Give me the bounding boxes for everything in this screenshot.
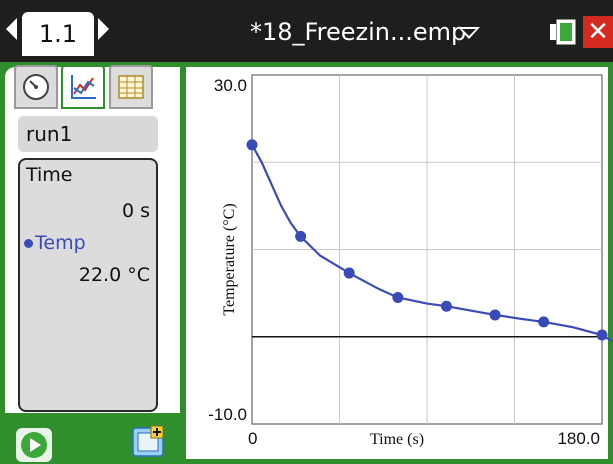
table-icon [118, 75, 144, 99]
data-point [246, 139, 258, 151]
data-point [489, 309, 501, 321]
previous-page-arrow-icon[interactable] [6, 18, 17, 40]
y-tick-label: -10.0 [208, 405, 247, 424]
x-tick-label: 180.0 [557, 429, 600, 448]
gauge-icon [23, 74, 49, 100]
temperature-graph[interactable]: 30.0 -10.00 180.0 Time (s) Temperature (°C) [186, 62, 613, 464]
readout-panel: Time 0 s Temp 22.0 °C [18, 158, 158, 412]
close-button[interactable]: ✕ [583, 16, 613, 48]
battery-icon [550, 19, 576, 45]
tab-table[interactable] [109, 65, 153, 109]
title-dropdown-icon[interactable] [458, 27, 480, 39]
start-collection-button[interactable] [16, 428, 52, 462]
collect-icon[interactable] [130, 424, 166, 460]
tab-graph[interactable] [61, 65, 105, 109]
data-point [343, 267, 355, 279]
play-icon [21, 432, 47, 458]
data-point [440, 300, 452, 312]
data-point [538, 316, 550, 328]
y-axis-label: Temperature (°C) [221, 203, 238, 315]
data-point [392, 291, 404, 303]
temp-label-row[interactable]: Temp [24, 232, 86, 254]
document-title[interactable]: *18_Freezin...emp [250, 18, 467, 46]
top-bar: 1.1 *18_Freezin...emp ✕ [0, 0, 613, 62]
temp-label: Temp [35, 232, 86, 254]
run-selector[interactable]: run1 [18, 116, 158, 152]
x-tick-label: 0 [248, 429, 257, 448]
series-dot-icon [24, 239, 33, 248]
y-tick-label: 30.0 [214, 76, 247, 95]
data-point [596, 329, 608, 341]
x-axis-label: Time (s) [370, 431, 424, 448]
data-point [295, 230, 307, 242]
graph-icon [71, 75, 96, 99]
page-tab[interactable]: 1.1 [22, 12, 94, 56]
temp-value: 22.0 °C [78, 264, 150, 286]
tab-meter[interactable] [14, 65, 58, 109]
time-label: Time [26, 164, 73, 186]
time-value: 0 s [121, 200, 150, 222]
next-page-arrow-icon[interactable] [98, 18, 109, 40]
